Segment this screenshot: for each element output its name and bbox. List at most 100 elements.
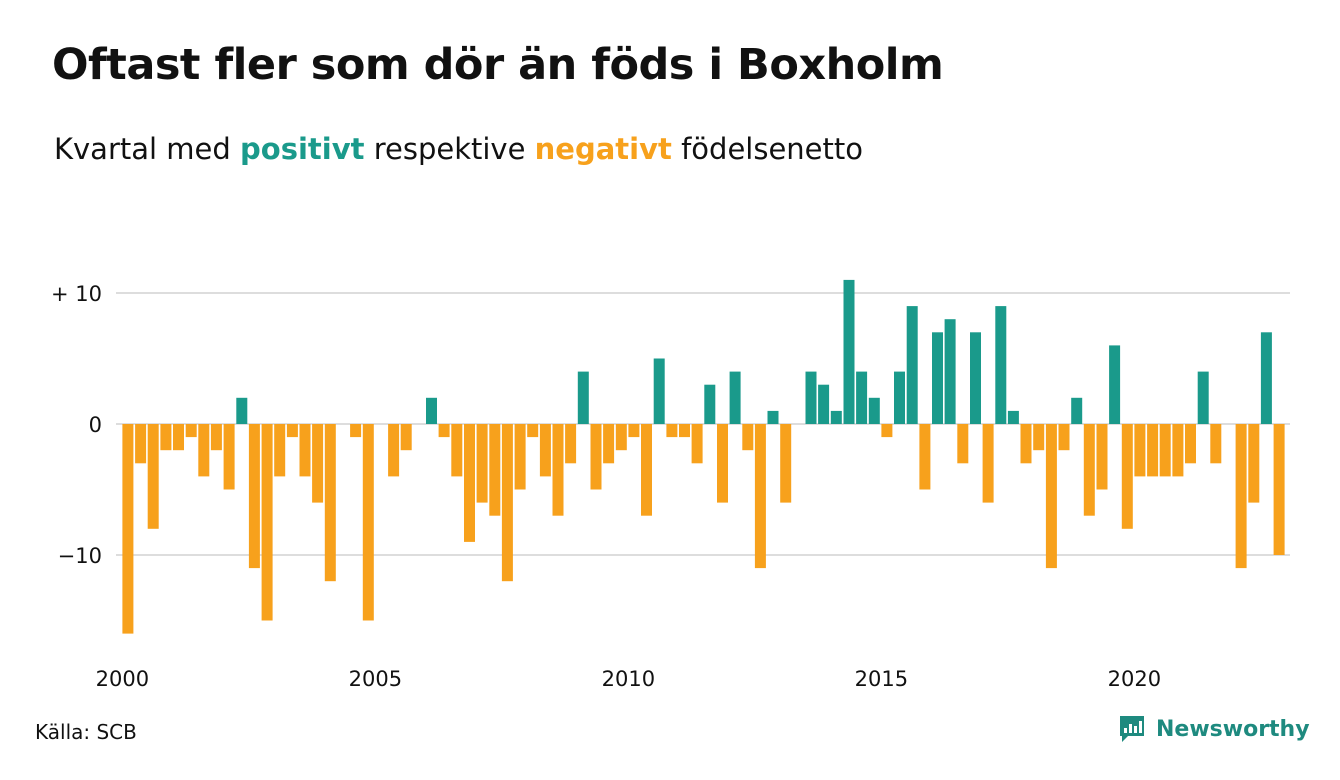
y-axis-labels: + 10 0 −10 (51, 282, 102, 568)
bar (388, 424, 400, 477)
bar (185, 424, 197, 438)
bar (464, 424, 475, 542)
bar (286, 424, 298, 438)
bar (1045, 424, 1057, 569)
subtitle-positive-word: positivt (240, 132, 365, 166)
bar (248, 424, 260, 569)
x-tick-label: 2010 (602, 667, 655, 691)
bar (1147, 424, 1159, 477)
bar (982, 424, 994, 503)
bar (805, 371, 817, 424)
bar (476, 424, 488, 503)
bar (514, 424, 526, 490)
bar (641, 424, 652, 516)
bar (1121, 424, 1133, 529)
bar (1248, 424, 1260, 503)
bar (957, 424, 969, 464)
y-tick-label: + 10 (51, 282, 102, 306)
bar (1235, 424, 1247, 569)
x-axis-labels: 2000 2005 2010 2015 2020 (96, 667, 1161, 691)
bar (312, 424, 324, 503)
bar (426, 397, 437, 424)
bar (653, 358, 665, 424)
bar (666, 424, 678, 438)
bar (1033, 424, 1045, 451)
bar (780, 424, 792, 503)
bar (729, 371, 741, 424)
bar (1096, 424, 1108, 490)
bar (1185, 424, 1196, 464)
bar (1172, 424, 1184, 477)
bar (135, 424, 147, 464)
subtitle-middle: respektive (364, 132, 535, 166)
bar (489, 424, 501, 516)
bar (843, 279, 855, 424)
newsworthy-chart-bubble-icon (1120, 716, 1144, 742)
bar (717, 424, 728, 503)
bar (438, 424, 450, 438)
subtitle-negative-word: negativt (534, 132, 672, 166)
bar (236, 397, 248, 424)
bar (881, 424, 893, 438)
x-tick-label: 2020 (1108, 667, 1161, 691)
bar (704, 384, 716, 424)
bar (1210, 424, 1222, 464)
bar (122, 424, 134, 634)
bar (527, 424, 539, 438)
bar (1083, 424, 1095, 516)
bar (451, 424, 463, 477)
bar (995, 306, 1007, 424)
bar (173, 424, 184, 451)
bar (1260, 332, 1272, 424)
bar (324, 424, 336, 582)
x-tick-label: 2015 (855, 667, 908, 691)
newsworthy-logo: Newsworthy (1118, 714, 1310, 744)
x-tick-label: 2000 (96, 667, 149, 691)
brand-name: Newsworthy (1156, 716, 1310, 742)
y-tick-label: −10 (58, 544, 102, 568)
chart-subtitle: Kvartal med positivt respektive negativt… (54, 132, 863, 166)
bar (742, 424, 754, 451)
bar (906, 306, 918, 424)
bar (856, 371, 868, 424)
bar (539, 424, 551, 477)
bar (603, 424, 615, 464)
bar (160, 424, 172, 451)
subtitle-prefix: Kvartal med (54, 132, 241, 166)
bar (932, 332, 943, 424)
bar (350, 424, 362, 438)
source-note: Källa: SCB (35, 720, 137, 744)
bar (299, 424, 311, 477)
y-tick-label: 0 (89, 413, 102, 437)
bar (1109, 345, 1121, 424)
bar (1058, 424, 1070, 451)
bar (552, 424, 564, 516)
subtitle-suffix: födelsenetto (671, 132, 863, 166)
bar (1159, 424, 1171, 477)
bar (198, 424, 210, 477)
bar (754, 424, 766, 569)
bar (919, 424, 931, 490)
x-tick-label: 2005 (349, 667, 402, 691)
bar (400, 424, 412, 451)
bar (868, 397, 880, 424)
bar (679, 424, 690, 438)
bar (577, 371, 589, 424)
bar (590, 424, 602, 490)
bar (615, 424, 627, 451)
bar (147, 424, 159, 529)
bars (122, 279, 1285, 634)
chart-title: Oftast fler som dör än föds i Boxholm (52, 40, 944, 90)
bar (894, 371, 905, 424)
bar (818, 384, 830, 424)
bar (691, 424, 703, 464)
bar (223, 424, 235, 490)
bar (767, 410, 779, 424)
bar (565, 424, 577, 464)
bar (210, 424, 222, 451)
bar (1273, 424, 1285, 555)
bar (1134, 424, 1146, 477)
bar (1007, 410, 1019, 424)
bar (274, 424, 286, 477)
